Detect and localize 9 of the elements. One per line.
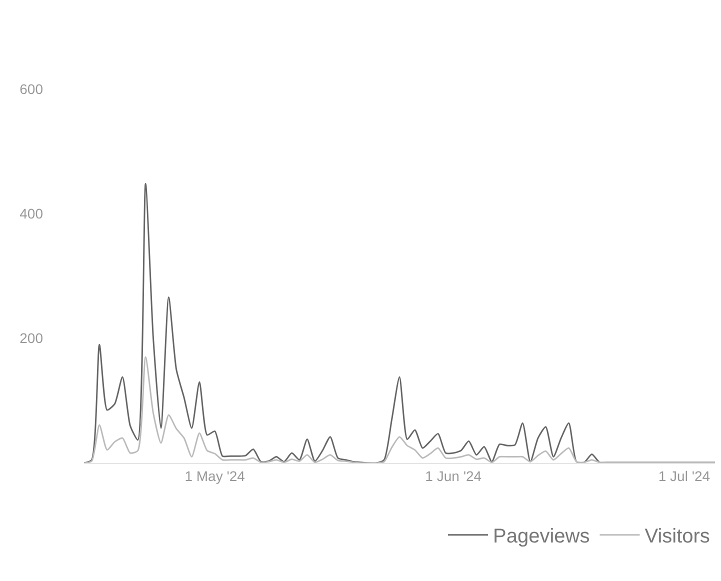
- legend-label: Visitors: [644, 526, 710, 548]
- x-tick-label: 1 May '24: [184, 468, 246, 484]
- x-tick-label: 1 Jul '24: [658, 468, 710, 484]
- line-series: [84, 356, 715, 463]
- x-tick-label: 1 Jun '24: [425, 468, 482, 484]
- y-tick-label: 400: [20, 206, 44, 222]
- y-tick-label: 200: [20, 330, 44, 346]
- legend-label: Pageviews: [493, 526, 590, 548]
- y-tick-label: 600: [20, 80, 44, 97]
